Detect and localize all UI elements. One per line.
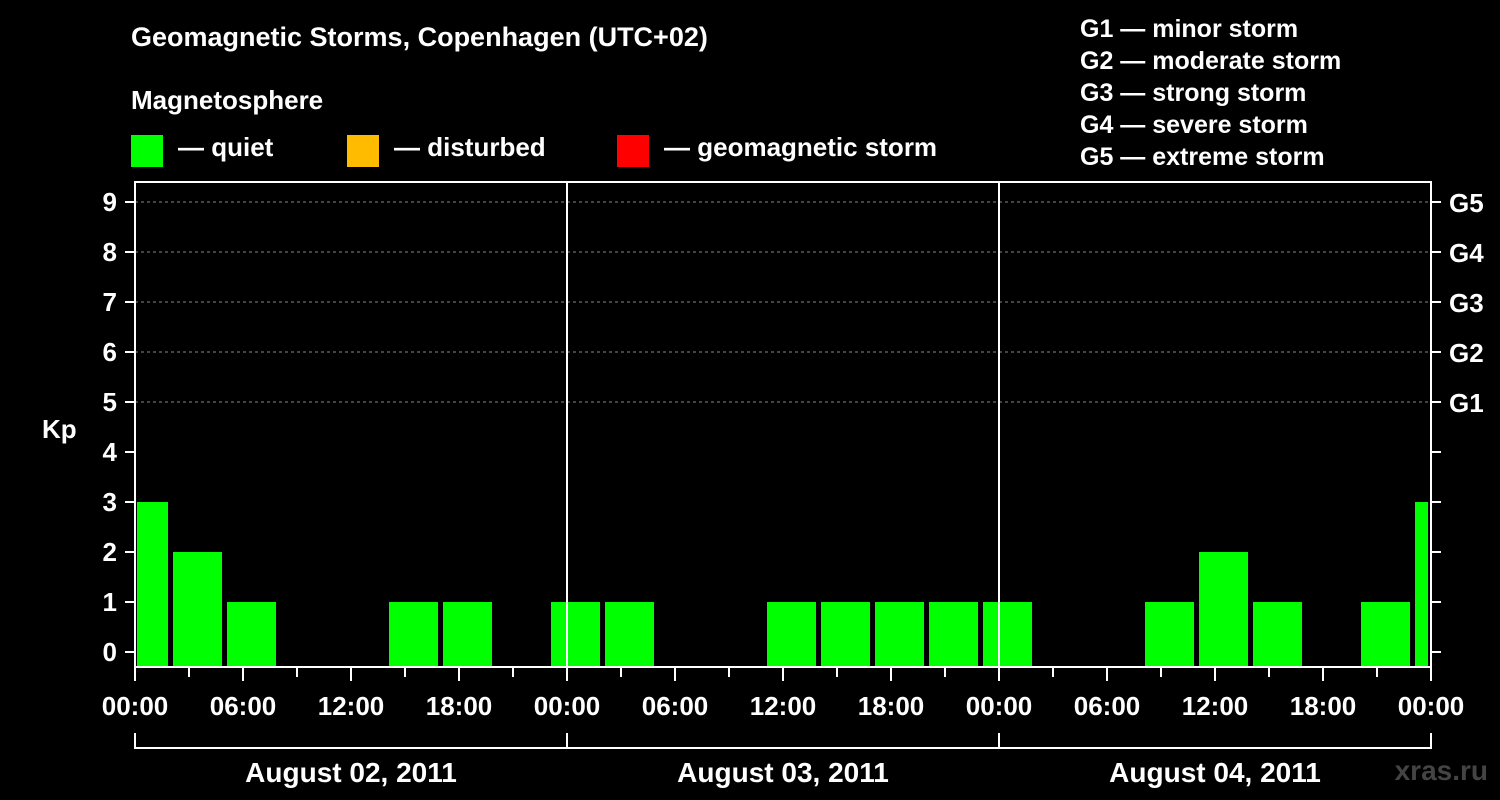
ytick-label-2: 2 xyxy=(103,537,117,567)
legend-label-quiet: — quiet xyxy=(178,132,274,162)
storm-scale-g3: G3 — strong storm xyxy=(1080,79,1307,107)
xtick-label-10: 12:00 xyxy=(1182,691,1249,721)
ytick-label-3: 3 xyxy=(103,487,117,517)
legend-swatch-storm xyxy=(617,135,649,167)
xtick-label-9: 06:00 xyxy=(1074,691,1141,721)
xtick-label-3: 18:00 xyxy=(426,691,493,721)
xtick-label-1: 06:00 xyxy=(210,691,277,721)
kp-bar-15 xyxy=(929,602,978,667)
kp-bar-14 xyxy=(875,602,924,667)
ytick-label-0: 0 xyxy=(103,637,117,667)
kp-bar-5 xyxy=(389,602,438,667)
xtick-label-5: 06:00 xyxy=(642,691,709,721)
kp-bar-8 xyxy=(551,602,600,667)
day-label-1: August 03, 2011 xyxy=(677,757,889,788)
ytick-label-4: 4 xyxy=(103,437,118,467)
ytick-label-9: 9 xyxy=(103,187,117,217)
legend-label-storm: — geomagnetic storm xyxy=(664,132,938,162)
storm-scale-g2: G2 — moderate storm xyxy=(1080,47,1342,75)
kp-bar-23 xyxy=(1361,602,1410,667)
ytick-label-7: 7 xyxy=(103,287,117,317)
watermark: xras.ru xyxy=(1394,755,1488,786)
ytick-label-6: 6 xyxy=(103,337,117,367)
xtick-label-2: 12:00 xyxy=(318,691,385,721)
ytick-label-1: 1 xyxy=(103,587,117,617)
xtick-label-0: 00:00 xyxy=(102,691,169,721)
kp-bar-16 xyxy=(983,602,1032,667)
legend-swatch-disturbed xyxy=(347,135,379,167)
storm-scale-g1: G1 — minor storm xyxy=(1080,15,1299,43)
g-scale-label-g4: G4 xyxy=(1449,238,1484,268)
kp-bar-21 xyxy=(1253,602,1302,667)
legend-heading: Magnetosphere xyxy=(131,85,324,115)
ytick-label-5: 5 xyxy=(103,387,117,417)
xtick-label-12: 00:00 xyxy=(1398,691,1465,721)
storm-scale-g5: G5 — extreme storm xyxy=(1080,143,1325,171)
kp-bar-9 xyxy=(605,602,654,667)
g-scale-label-g5: G5 xyxy=(1449,188,1484,218)
xtick-label-6: 12:00 xyxy=(750,691,817,721)
g-scale-label-g2: G2 xyxy=(1449,338,1484,368)
ytick-label-8: 8 xyxy=(103,237,117,267)
kp-bar-20 xyxy=(1199,552,1248,667)
day-label-0: August 02, 2011 xyxy=(245,757,457,788)
y-axis-label: Kp xyxy=(42,414,77,444)
chart-title: Geomagnetic Storms, Copenhagen (UTC+02) xyxy=(131,22,708,52)
kp-bar-6 xyxy=(443,602,492,667)
xtick-label-4: 00:00 xyxy=(534,691,601,721)
day-label-2: August 04, 2011 xyxy=(1109,757,1321,788)
g-scale-label-g3: G3 xyxy=(1449,288,1484,318)
xtick-label-11: 18:00 xyxy=(1290,691,1357,721)
kp-bar-19 xyxy=(1145,602,1194,667)
g-scale-label-g1: G1 xyxy=(1449,388,1484,418)
legend-label-disturbed: — disturbed xyxy=(394,132,546,162)
xtick-label-8: 00:00 xyxy=(966,691,1033,721)
kp-bar-1 xyxy=(173,552,222,667)
kp-bar-12 xyxy=(767,602,816,667)
xtick-label-7: 18:00 xyxy=(858,691,925,721)
kp-bar-24 xyxy=(1415,502,1428,667)
kp-bar-13 xyxy=(821,602,870,667)
legend-swatch-quiet xyxy=(131,135,163,167)
kp-bar-2 xyxy=(227,602,276,667)
storm-scale-g4: G4 — severe storm xyxy=(1080,111,1308,139)
kp-bar-0 xyxy=(137,502,168,667)
